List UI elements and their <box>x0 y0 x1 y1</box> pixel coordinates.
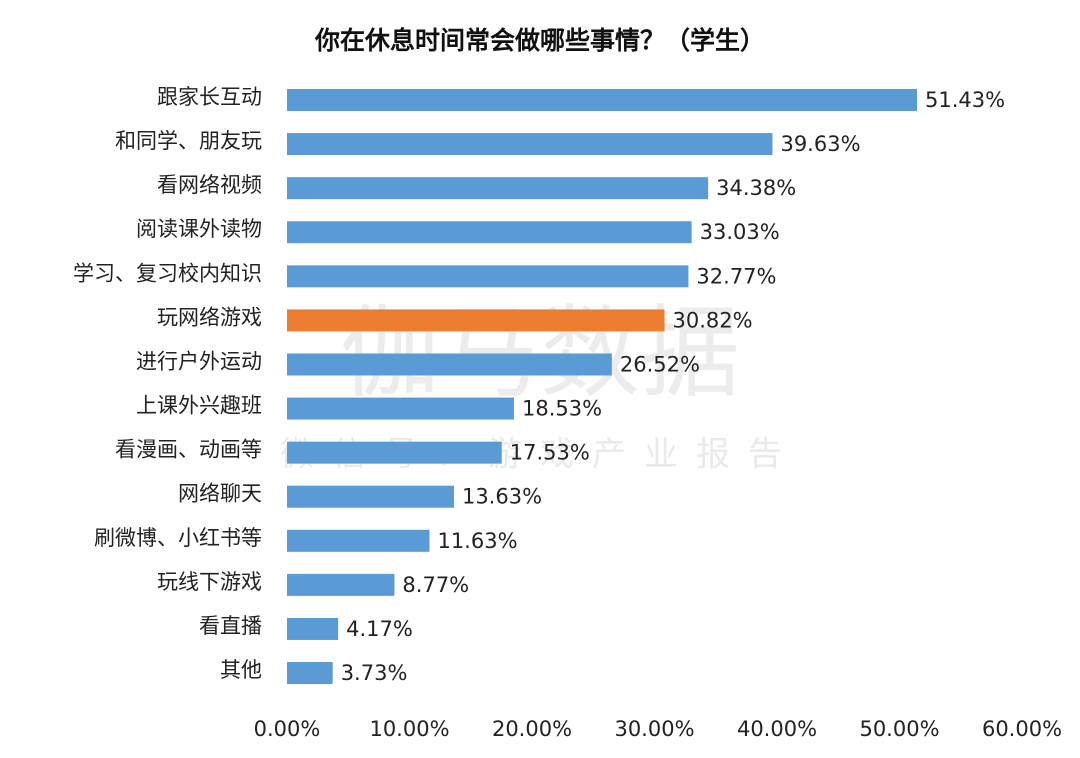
y-tick-label: 玩网络游戏 <box>157 305 262 329</box>
data-label: 33.03% <box>700 220 780 244</box>
bar <box>287 529 430 552</box>
data-label: 17.53% <box>510 441 590 465</box>
y-tick-label: 看直播 <box>199 614 262 638</box>
bar <box>287 617 339 640</box>
bar <box>287 662 333 685</box>
data-label: 30.82% <box>673 308 753 332</box>
x-tick-label: 60.00% <box>982 717 1062 741</box>
data-label: 3.73% <box>341 661 408 685</box>
y-tick-label: 进行户外运动 <box>136 349 262 373</box>
y-tick-label: 上课外兴趣班 <box>136 394 262 418</box>
data-label: 13.63% <box>462 485 542 509</box>
data-label: 32.77% <box>696 264 776 288</box>
y-tick-label: 网络聊天 <box>178 482 262 506</box>
y-tick-label: 阅读课外读物 <box>136 217 262 241</box>
y-tick-label: 学习、复习校内知识 <box>73 261 262 285</box>
bar <box>287 265 689 288</box>
bar <box>287 485 454 508</box>
data-label: 8.77% <box>402 573 469 597</box>
data-label: 11.63% <box>437 529 517 553</box>
bar <box>287 397 514 420</box>
bar <box>287 573 395 596</box>
y-tick-label: 刷微博、小红书等 <box>94 526 262 550</box>
bar <box>287 177 709 200</box>
chart-title: 你在休息时间常会做哪些事情？（学生） <box>314 26 765 55</box>
data-label: 4.17% <box>346 617 413 641</box>
bar <box>287 353 612 376</box>
bar <box>287 309 665 332</box>
data-label: 51.43% <box>925 88 1005 112</box>
x-tick-label: 20.00% <box>492 717 572 741</box>
bar <box>287 441 502 464</box>
y-tick-label: 玩线下游戏 <box>157 570 262 594</box>
y-tick-label: 其他 <box>220 658 262 682</box>
bar <box>287 89 918 111</box>
x-tick-label: 30.00% <box>614 717 694 741</box>
bar <box>287 221 692 244</box>
data-label: 18.53% <box>522 397 602 421</box>
x-tick-label: 40.00% <box>737 717 817 741</box>
data-label: 26.52% <box>620 352 700 376</box>
x-tick-label: 10.00% <box>369 717 449 741</box>
y-tick-label: 看网络视频 <box>157 173 262 197</box>
bar <box>287 133 773 156</box>
x-tick-label: 50.00% <box>859 717 939 741</box>
data-label: 39.63% <box>780 132 860 156</box>
y-tick-label: 和同学、朋友玩 <box>115 129 262 153</box>
x-tick-label: 0.00% <box>254 717 321 741</box>
data-label: 34.38% <box>716 176 796 200</box>
y-tick-label: 看漫画、动画等 <box>115 438 262 462</box>
y-tick-label: 跟家长互动 <box>157 85 262 109</box>
